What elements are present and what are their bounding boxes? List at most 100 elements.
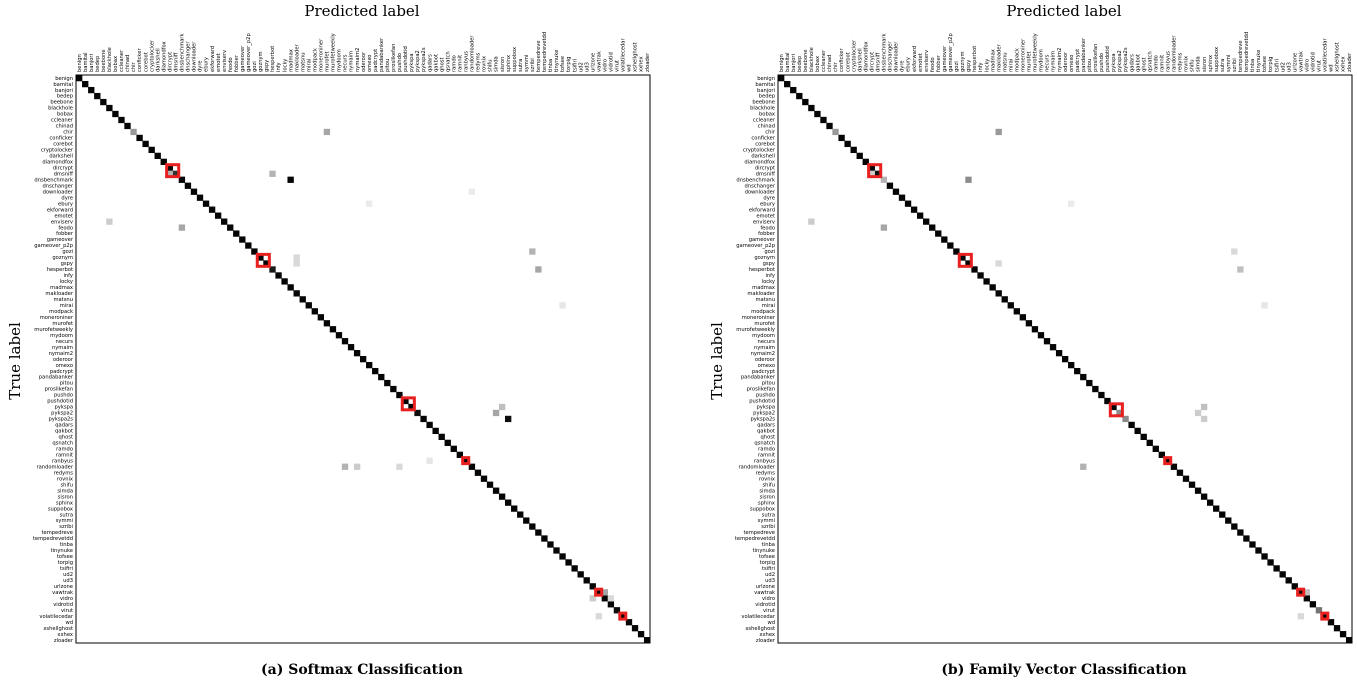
family-vector-x-tick-label: omexo xyxy=(1069,55,1075,72)
softmax-x-tick-label: locky xyxy=(282,59,288,72)
family-vector-x-tick-label: pykspa2 xyxy=(1117,50,1123,72)
family-vector-y-tick-label: bobax xyxy=(759,112,775,118)
softmax-heatmap-cell xyxy=(595,613,602,620)
softmax-y-tick-label: makloader xyxy=(45,291,74,297)
family-vector-heatmap-cell xyxy=(862,158,869,165)
softmax-y-tick-label: omexo xyxy=(56,363,73,369)
family-vector-heatmap-cell xyxy=(965,260,972,267)
softmax-y-tick-label: xshellghost xyxy=(43,626,73,632)
family-vector-heatmap-cell xyxy=(826,122,833,130)
softmax-heatmap-cell xyxy=(402,397,409,405)
family-vector-heatmap-cell xyxy=(1092,385,1099,393)
softmax-x-tick-label: banjori xyxy=(89,54,95,72)
family-vector-y-tick-label: sutra xyxy=(762,512,775,518)
family-vector-y-tick-label: beebone xyxy=(752,100,775,106)
softmax-heatmap-cell xyxy=(130,128,137,136)
family-vector-heatmap-cell xyxy=(1049,344,1057,351)
family-vector-x-tick-label: makloader xyxy=(996,43,1002,72)
softmax-x-tick-label: pushdo xyxy=(397,53,403,72)
family-vector-heatmap-cell xyxy=(1043,338,1051,345)
softmax-y-tick-label: pykspa2 xyxy=(51,411,73,417)
softmax-x-tick-label: gozi xyxy=(252,61,258,72)
family-vector-y-tick-label: dmsniff xyxy=(756,171,776,177)
softmax-heatmap-cell xyxy=(118,116,125,124)
family-vector-x-tick-label: ebury xyxy=(906,57,912,72)
family-vector-x-tick-label: pushdotid xyxy=(1105,46,1111,72)
softmax-y-tick-label: shifu xyxy=(60,482,73,488)
family-vector-y-tick-label: oderoor xyxy=(755,357,776,363)
family-vector-x-tick-label: redyms xyxy=(1178,52,1184,72)
family-vector-heatmap-cell xyxy=(947,242,954,249)
softmax-heatmap-cell xyxy=(347,344,355,351)
family-vector-y-tick-label: dircrypt xyxy=(755,165,775,171)
softmax-y-tick-label: redyms xyxy=(54,470,74,476)
softmax-heatmap-cell xyxy=(239,236,246,243)
family-vector-x-tick-label: tempedreve xyxy=(1238,40,1244,72)
family-vector-y-tick-label: pushdotid xyxy=(749,399,775,405)
family-vector-caption: (b) Family Vector Classification xyxy=(941,662,1186,678)
softmax-heatmap-cell xyxy=(456,451,463,458)
family-vector-y-tick-label: vidro xyxy=(762,596,775,602)
softmax-y-tick-label: moneroniner xyxy=(40,315,74,321)
softmax-heatmap-cell xyxy=(221,218,228,225)
softmax-y-tick-label: tofsee xyxy=(57,554,73,560)
family-vector-y-tick-label: locky xyxy=(762,279,775,285)
softmax-y-tick-label: goznym xyxy=(52,255,73,261)
family-vector-y-tick-label: vidrotid xyxy=(755,602,775,608)
family-vector-x-tick-label: torpig xyxy=(1268,57,1274,72)
family-vector-y-tick-label: qsnatch xyxy=(754,441,775,447)
softmax-y-tick-label: murofet xyxy=(52,321,73,327)
softmax-x-tick-label: bobax xyxy=(113,56,119,72)
family-vector-heatmap: benignbenignbamitalbamitalbanjoribanjori… xyxy=(735,32,1353,644)
softmax-highlight-box xyxy=(165,163,181,179)
softmax-y-tick-label: urlzone xyxy=(54,584,73,590)
softmax-heatmap-cell xyxy=(559,553,566,560)
family-vector-heatmap-cell xyxy=(995,290,1002,297)
softmax-y-tick-label: ebury xyxy=(58,201,73,207)
family-vector-heatmap-cell xyxy=(880,176,888,183)
family-vector-x-tick-label: padcrypt xyxy=(1075,49,1081,72)
softmax-x-tick-label: vawtrak xyxy=(596,51,602,72)
family-vector-x-tick-label: bobax xyxy=(815,56,821,72)
family-vector-heatmap-cell xyxy=(1333,625,1341,632)
softmax-heatmap-cell xyxy=(178,176,186,183)
softmax-y-tick-label: bedep xyxy=(57,94,74,100)
family-vector-y-tick-label: chir xyxy=(765,130,776,136)
softmax-heatmap-cell xyxy=(184,182,192,189)
softmax-heatmap-cell xyxy=(202,200,210,207)
family-vector-y-tick-label: wd xyxy=(767,620,775,626)
family-vector-y-tick-label: ramdo xyxy=(758,446,775,452)
family-vector-x-tick-label: rovnix xyxy=(1184,56,1190,72)
family-vector-heatmap-cell xyxy=(1225,517,1232,524)
family-vector-heatmap-cell xyxy=(1237,266,1244,273)
family-vector-y-tick-label: ccleaner xyxy=(753,118,776,124)
family-vector-x-tick-label: vidrotid xyxy=(1311,52,1317,72)
softmax-x-tick-label: pitou xyxy=(385,59,391,72)
softmax-x-tick-label: ekforward xyxy=(210,46,216,72)
softmax-heatmap-cell xyxy=(353,350,361,357)
softmax-heatmap-cell xyxy=(148,146,155,154)
family-vector-x-tick-label: murofet xyxy=(1027,51,1033,72)
softmax-y-tick-label: locky xyxy=(60,279,73,285)
family-vector-heatmap-cell xyxy=(814,110,821,118)
family-vector-x-tick-label: emotet xyxy=(918,53,924,72)
softmax-y-tick-label: rovnix xyxy=(57,476,73,482)
family-vector-heatmap-cell xyxy=(898,194,906,201)
family-vector-highlight-box xyxy=(867,163,883,179)
softmax-y-tick-label: simda xyxy=(57,488,73,494)
softmax-x-tick-label: beebone xyxy=(101,49,107,72)
softmax-x-tick-label: enviserv xyxy=(222,50,228,72)
family-vector-x-tick-label: tempedrevetdd xyxy=(1244,32,1250,72)
family-vector-heatmap-cell xyxy=(1074,367,1081,375)
family-vector-heatmap-cell xyxy=(1315,607,1323,614)
softmax-x-tick-label: pandabanker xyxy=(379,37,385,72)
softmax-x-tick-label: qadars xyxy=(427,54,433,72)
family-vector-heatmap-cell xyxy=(1261,302,1268,309)
softmax-x-tick-label: murofetweekly xyxy=(331,33,337,72)
family-vector-heatmap-cell xyxy=(1273,565,1280,572)
family-vector-x-tick-label: pitou xyxy=(1087,59,1093,72)
family-vector-x-tick-label: goznym xyxy=(960,51,966,72)
family-vector-x-tick-label: xxhex xyxy=(1341,56,1347,72)
softmax-x-tick-label: matsnu xyxy=(300,52,306,72)
softmax-heatmap-cell xyxy=(214,212,222,219)
